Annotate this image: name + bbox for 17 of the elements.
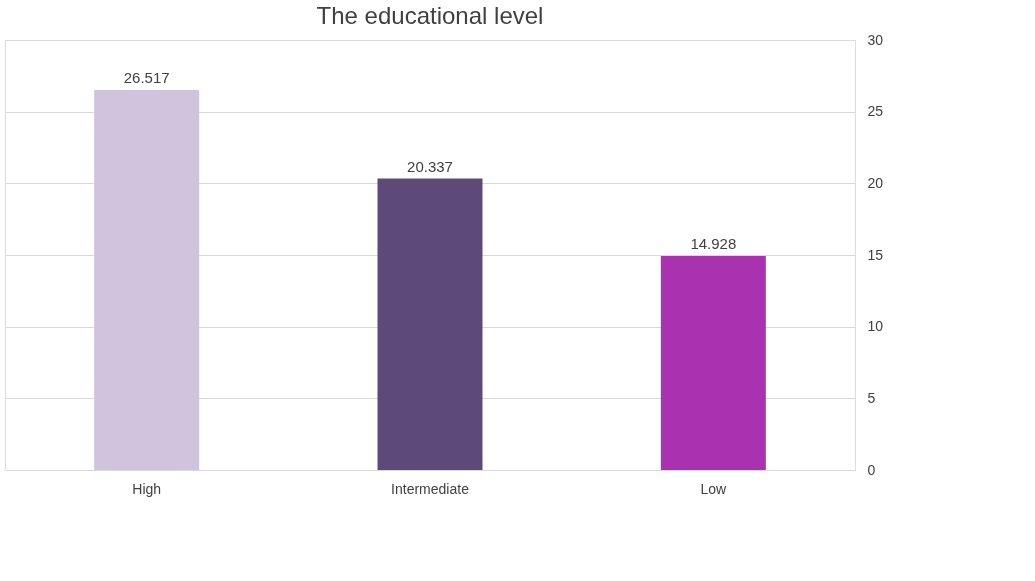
x-tick-label: Intermediate — [391, 480, 470, 497]
bar — [377, 178, 483, 470]
y-tick-label: 25 — [867, 103, 884, 120]
data-label: 20.337 — [407, 157, 453, 175]
x-tick-label: Low — [700, 480, 728, 497]
y-tick-label: 10 — [867, 318, 884, 335]
y-tick-label: 15 — [867, 246, 884, 263]
x-tick-label: High — [132, 480, 162, 497]
chart-title: The educational level — [316, 2, 544, 29]
y-tick-label: 0 — [867, 461, 876, 478]
data-label: 26.517 — [123, 68, 170, 86]
data-label: 14.928 — [690, 235, 737, 253]
y-tick-label: 30 — [867, 31, 884, 48]
bar — [94, 89, 200, 470]
y-tick-label: 5 — [867, 389, 876, 406]
y-tick-label: 20 — [867, 174, 884, 191]
bar — [660, 256, 766, 470]
